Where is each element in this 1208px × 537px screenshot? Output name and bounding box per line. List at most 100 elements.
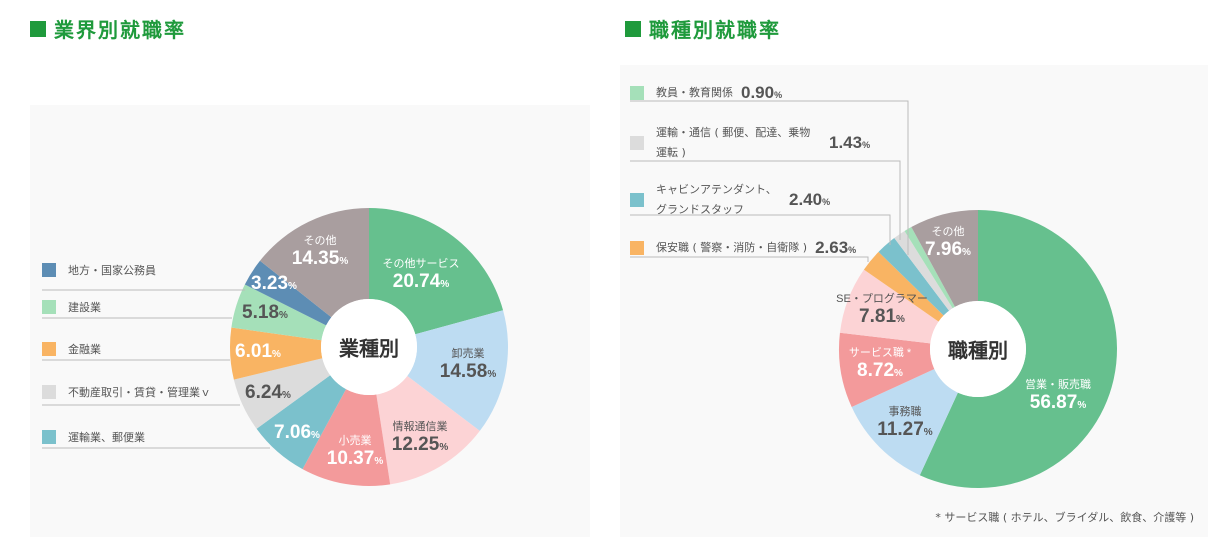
slice-value: 20.74% [392,271,450,292]
slice-label: SE・プログラマー 7.81% [836,290,928,328]
slice-label: 3.23% [251,273,297,295]
slice-label: 小売業 10.37% [327,432,383,470]
donut-slice [259,208,369,318]
slice-value: 11.27% [877,419,933,440]
slice-label: 営業・販売職 56.87% [1025,376,1091,414]
legend-item: 金融業 [42,341,101,357]
legend-label: キャビンアテンダント、グランドスタッフ [656,183,777,216]
legend-value: 2.40% [789,190,831,209]
slice-label: 6.01% [235,341,281,363]
slice-value: 5.18% [242,302,288,323]
legend-leader-line [630,160,901,240]
slice-value: 7.81% [859,306,905,327]
footnote: * サービス職 ( ホテル、ブライダル、飲食、介護等 ) [935,511,1194,524]
donut-slice [230,327,323,380]
slice-label: その他サービス 20.74% [383,255,460,293]
legend-leader-line [630,214,891,245]
legend-item: 運輸業、郵便業 [42,429,145,445]
donut-slice [839,332,935,408]
donut-slice [911,210,978,307]
donut-slice [878,238,950,316]
slice-label: 事務職 11.27% [877,403,932,441]
donut-slice [256,375,347,470]
legend-label: 運輸・通信 ( 郵便、配達、乗物運転 ) [656,126,811,159]
center-label: 職種別 [948,338,1008,363]
donut-slice [369,208,504,335]
legend-swatch [42,263,56,277]
donut-slice [839,269,939,344]
slice-value: 12.25% [391,434,449,455]
donut-hole [321,299,417,395]
slice-value: 10.37% [326,448,384,469]
slice-value: 8.72% [857,360,903,381]
title-marker-icon [625,20,641,37]
legend-value: 0.90% [741,83,783,102]
slice-value: 7.96% [925,239,971,260]
donut-slice [919,210,1117,489]
legend-item: 建設業 [42,299,101,315]
legend-leader-line [630,100,909,255]
legend-label: 建設業 [68,301,101,314]
slice-name: 小売業 [338,435,372,447]
legend-swatch [42,430,56,444]
slice-value: 6.24% [245,382,291,403]
legend-swatch [630,136,644,150]
slice-label: その他 14.35% [292,232,348,270]
donut-slice [302,389,391,486]
donut-slice [904,227,955,309]
slice-label: 5.18% [242,302,288,324]
slice-name: 営業・販売職 [1025,379,1091,391]
legend-swatch [630,241,644,255]
legend-item: 運輸・通信 ( 郵便、配達、乗物運転 ) 1.43% [630,123,870,163]
donut-slice [233,358,331,429]
slice-name: サービス職 * [848,347,912,359]
title-marker-icon [30,20,46,37]
legend-value: 1.43% [829,133,871,152]
donut-slice [244,260,332,326]
donut-slice [231,284,327,341]
donut-slice [407,310,509,431]
slice-value: 7.06% [274,422,320,443]
donut-slice [376,375,480,485]
slice-label: その他 7.96% [925,223,971,261]
legend-swatch [42,300,56,314]
legend-item: 保安職 ( 警察・消防・自衛隊 ) 2.63% [630,238,856,258]
left-title-text: 業界別就職率 [54,18,186,42]
slice-value: 6.01% [235,341,281,362]
legend-label: 教員・教育関係 [656,86,733,99]
donut-slice [851,369,958,476]
slice-name: その他サービス [382,258,460,270]
legend-swatch [42,385,56,399]
legend-label: 不動産取引・賃貸・管理業ｖ [68,386,211,399]
legend-item: 地方・国家公務員 [42,262,156,278]
legend-label: 地方・国家公務員 [68,264,156,277]
donut-slice [894,230,953,311]
legend-swatch [630,86,644,100]
slice-value: 56.87% [1029,392,1087,413]
donut-slice [863,251,944,322]
slice-name: SE・プログラマー [836,293,928,305]
legend-label: 金融業 [68,343,101,356]
legend-swatch [630,193,644,207]
legend-value: 2.63% [815,238,857,257]
slice-name: その他 [303,235,337,247]
right-title-text: 職種別就職率 [649,18,781,42]
slice-name: 事務職 [888,406,922,418]
legend-item: 教員・教育関係 0.90% [630,83,782,103]
slice-label: サービス職 * 8.72% [849,344,911,382]
right-title: 職種別就職率 [625,14,781,43]
legend-item: キャビンアテンダント、グランドスタッフ 2.40% [630,180,830,220]
legend-item: 不動産取引・賃貸・管理業ｖ [42,384,211,400]
donut-hole [930,301,1026,397]
slice-name: その他 [931,226,965,238]
slice-value: 14.58% [439,361,497,382]
slice-name: 卸売業 [451,348,485,360]
legend-swatch [42,342,56,356]
left-title: 業界別就職率 [30,14,186,43]
slice-label: 7.06% [274,422,320,444]
center-label: 業種別 [339,336,399,361]
legend-label: 運輸業、郵便業 [68,431,145,444]
legend-label: 保安職 ( 警察・消防・自衛隊 ) [656,241,808,254]
slice-label: 6.24% [245,382,291,404]
